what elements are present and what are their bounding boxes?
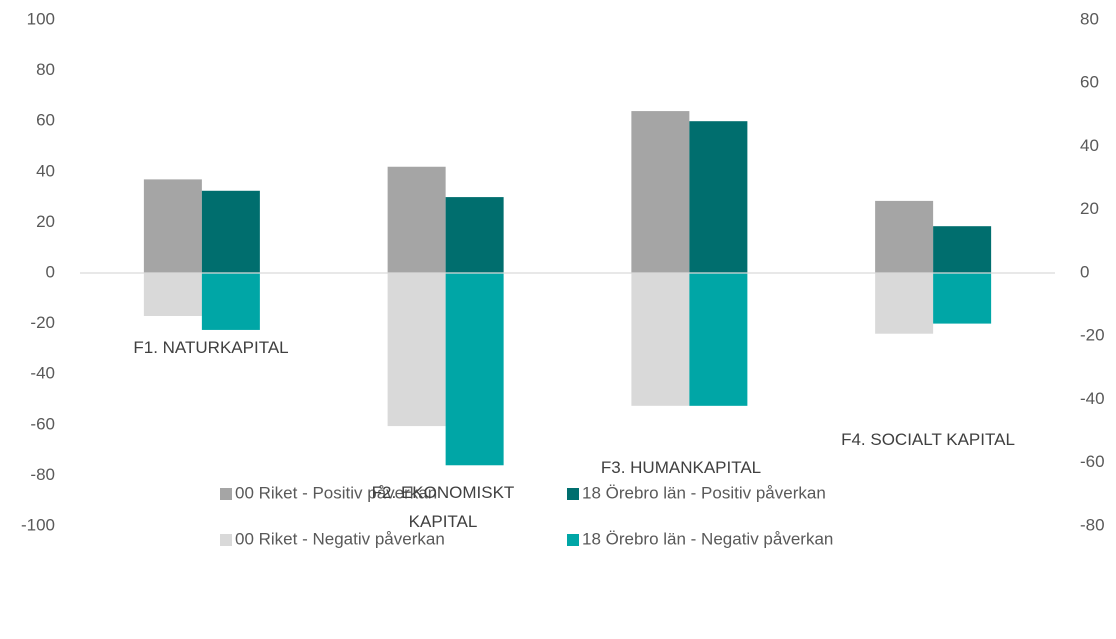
bar — [933, 226, 992, 273]
y2-tick-label: 80 — [1080, 9, 1099, 28]
legend-label: 00 Riket - Negativ påverkan — [235, 529, 445, 548]
bar — [143, 273, 202, 317]
y-tick-label: -80 — [30, 465, 55, 484]
bar — [201, 190, 260, 273]
bar — [387, 273, 446, 427]
y-tick-label: 60 — [36, 111, 55, 130]
bar — [631, 111, 690, 273]
y2-tick-label: -20 — [1080, 326, 1105, 345]
y2-tick-label: -60 — [1080, 452, 1105, 471]
bar — [445, 197, 504, 273]
legend-label: 18 Örebro län - Positiv påverkan — [582, 483, 826, 502]
bar — [875, 200, 934, 273]
y-tick-label: 20 — [36, 212, 55, 231]
bar — [631, 273, 690, 406]
y2-tick-label: 20 — [1080, 199, 1099, 218]
legend-swatch — [220, 488, 232, 500]
bar — [689, 121, 748, 273]
bar — [201, 273, 260, 330]
y-tick-label: -40 — [30, 364, 55, 383]
bar — [875, 273, 934, 334]
bar — [387, 166, 446, 273]
category-label: F1. NATURKAPITAL — [133, 338, 289, 357]
legend-label: 18 Örebro län - Negativ påverkan — [582, 529, 833, 548]
y-tick-label: -100 — [21, 515, 55, 534]
bar — [689, 273, 748, 406]
bar — [445, 273, 504, 466]
category-label: F3. HUMANKAPITAL — [600, 458, 762, 477]
y2-tick-label: 0 — [1080, 262, 1089, 281]
y2-tick-label: 40 — [1080, 136, 1099, 155]
bar — [143, 179, 202, 273]
y2-tick-label: 60 — [1080, 73, 1099, 92]
y2-tick-label: -40 — [1080, 389, 1105, 408]
bar — [933, 273, 992, 324]
legend-swatch — [567, 534, 579, 546]
y-tick-label: 80 — [36, 60, 55, 79]
y-tick-label: 0 — [46, 262, 55, 281]
y-tick-label: 40 — [36, 161, 55, 180]
category-label: F4. SOCIALT KAPITAL — [841, 430, 1015, 449]
y-tick-label: -20 — [30, 313, 55, 332]
legend-swatch — [567, 488, 579, 500]
legend-swatch — [220, 534, 232, 546]
category-label: F2. EKONOMISKT KAPITAL — [371, 483, 515, 531]
legend-label: 00 Riket - Positiv påverkan — [235, 483, 437, 502]
y-tick-label: -60 — [30, 414, 55, 433]
y-tick-label: 100 — [27, 9, 55, 28]
y2-tick-label: -80 — [1080, 515, 1105, 534]
